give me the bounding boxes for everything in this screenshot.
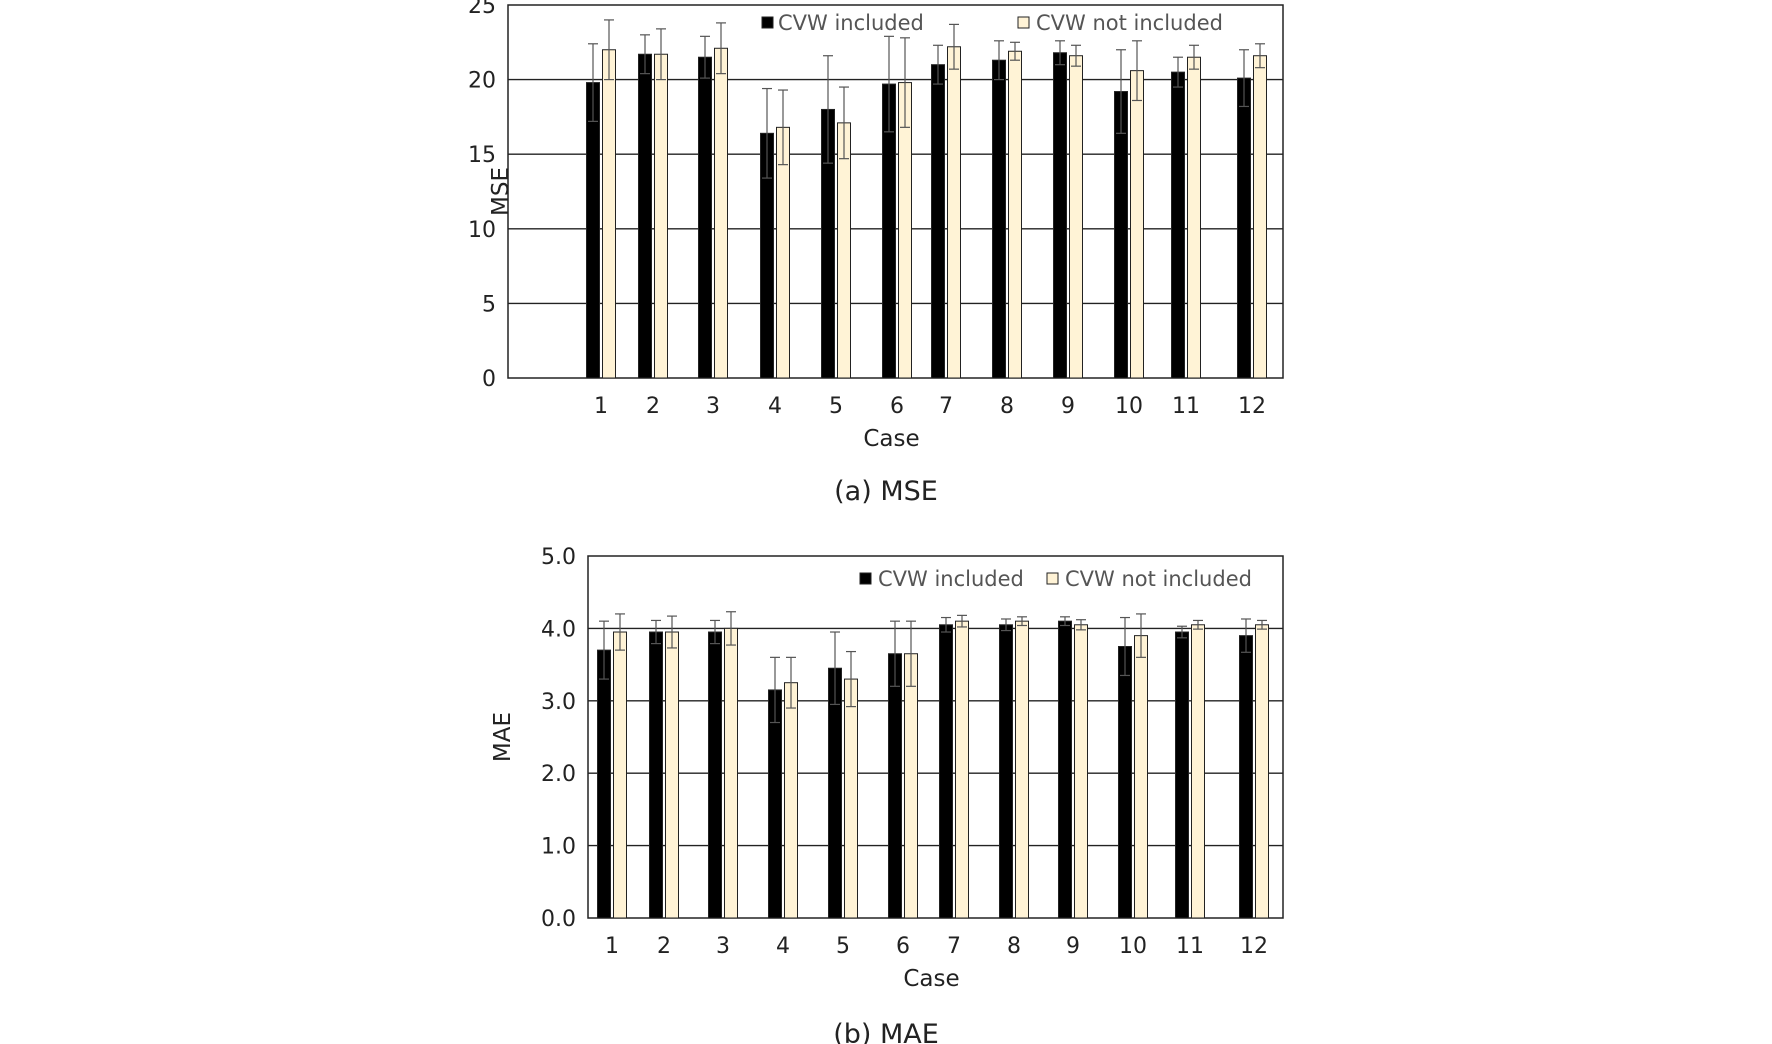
x-tick-label: 12	[1240, 934, 1268, 959]
bar-cvw-included	[931, 64, 945, 379]
legend-label: CVW included	[778, 11, 924, 35]
bar-cvw-not-included	[665, 631, 679, 919]
bar-cvw-not-included	[654, 53, 668, 379]
legend-label: CVW not included	[1065, 567, 1252, 591]
x-tick-label: 7	[947, 934, 961, 959]
bar-cvw-not-included	[613, 631, 627, 919]
y-tick-label: 1.0	[541, 835, 576, 860]
x-tick-label: 7	[939, 394, 953, 419]
x-axis-title: Case	[903, 966, 959, 992]
x-tick-label: 10	[1115, 394, 1143, 419]
y-axis-title: MAE	[490, 712, 516, 762]
bar-cvw-included	[1171, 71, 1185, 379]
bar-cvw-included	[1239, 635, 1253, 919]
y-tick-label: 5.0	[541, 545, 576, 570]
figure-caption: (b) MAE	[833, 1019, 939, 1044]
legend-swatch	[859, 572, 872, 585]
bar-cvw-included	[597, 649, 611, 919]
bar-cvw-included	[638, 53, 652, 379]
bar-cvw-not-included	[1187, 56, 1201, 379]
bar-cvw-not-included	[1253, 55, 1267, 379]
bar-cvw-not-included	[837, 122, 851, 379]
legend-label: CVW included	[878, 567, 1024, 591]
bar-cvw-not-included	[904, 653, 918, 919]
figure-caption: (a) MSE	[834, 476, 938, 507]
y-tick-label: 25	[468, 0, 496, 19]
bar-cvw-included	[939, 624, 953, 919]
x-tick-label: 2	[646, 394, 660, 419]
x-tick-label: 9	[1066, 934, 1080, 959]
x-tick-label: 9	[1061, 394, 1075, 419]
x-axis-title: Case	[863, 426, 919, 452]
y-axis-title: MSE	[488, 167, 514, 216]
bar-cvw-included	[708, 631, 722, 919]
y-tick-label: 15	[468, 143, 496, 168]
bar-cvw-not-included	[1015, 620, 1029, 919]
x-tick-label: 2	[657, 934, 671, 959]
bar-cvw-included	[1175, 631, 1189, 919]
bar-cvw-included	[1058, 620, 1072, 919]
x-tick-label: 5	[836, 934, 850, 959]
bar-cvw-included	[698, 56, 712, 379]
bar-cvw-not-included	[844, 678, 858, 919]
plot-frame	[587, 555, 1284, 919]
x-tick-label: 3	[716, 934, 730, 959]
y-tick-label: 20	[468, 69, 496, 94]
bar-cvw-not-included	[1008, 50, 1022, 379]
y-tick-label: 4.0	[541, 617, 576, 642]
legend-label: CVW not included	[1036, 11, 1223, 35]
y-tick-label: 0	[482, 367, 496, 392]
bar-cvw-not-included	[1130, 70, 1144, 379]
x-tick-label: 12	[1238, 394, 1266, 419]
bar-cvw-included	[1237, 77, 1251, 379]
bar-cvw-included	[1114, 91, 1128, 379]
bar-cvw-included	[1053, 52, 1067, 379]
y-tick-label: 5	[482, 292, 496, 317]
x-tick-label: 11	[1176, 934, 1204, 959]
bar-cvw-not-included	[724, 627, 738, 919]
legend-swatch	[1046, 572, 1059, 585]
bar-cvw-not-included	[1134, 635, 1148, 919]
x-tick-label: 11	[1172, 394, 1200, 419]
x-tick-label: 8	[1007, 934, 1021, 959]
bar-cvw-not-included	[1069, 55, 1083, 379]
bar-cvw-not-included	[714, 47, 728, 379]
x-tick-label: 4	[776, 934, 790, 959]
x-tick-label: 4	[768, 394, 782, 419]
bar-cvw-not-included	[955, 620, 969, 919]
x-tick-label: 5	[829, 394, 843, 419]
bar-cvw-not-included	[1074, 624, 1088, 919]
bar-cvw-included	[768, 689, 782, 919]
bar-cvw-included	[586, 82, 600, 379]
bar-cvw-not-included	[947, 46, 961, 379]
bar-cvw-not-included	[1191, 624, 1205, 919]
bar-cvw-not-included	[602, 49, 616, 379]
x-tick-label: 6	[890, 394, 904, 419]
bar-cvw-not-included	[784, 682, 798, 919]
bar-cvw-included	[1118, 646, 1132, 919]
bar-cvw-included	[992, 59, 1006, 379]
bar-cvw-not-included	[1255, 624, 1269, 919]
x-tick-label: 10	[1119, 934, 1147, 959]
bar-cvw-included	[888, 653, 902, 919]
x-tick-label: 1	[594, 394, 608, 419]
legend-swatch	[761, 16, 774, 29]
x-tick-label: 1	[605, 934, 619, 959]
x-tick-label: 3	[706, 394, 720, 419]
x-tick-label: 6	[896, 934, 910, 959]
x-tick-label: 8	[1000, 394, 1014, 419]
y-tick-label: 0.0	[541, 907, 576, 932]
bar-cvw-included	[999, 624, 1013, 919]
legend-swatch	[1017, 16, 1030, 29]
y-tick-label: 3.0	[541, 690, 576, 715]
bar-cvw-included	[828, 667, 842, 919]
bar-cvw-included	[649, 631, 663, 919]
y-tick-label: 10	[468, 218, 496, 243]
y-tick-label: 2.0	[541, 762, 576, 787]
